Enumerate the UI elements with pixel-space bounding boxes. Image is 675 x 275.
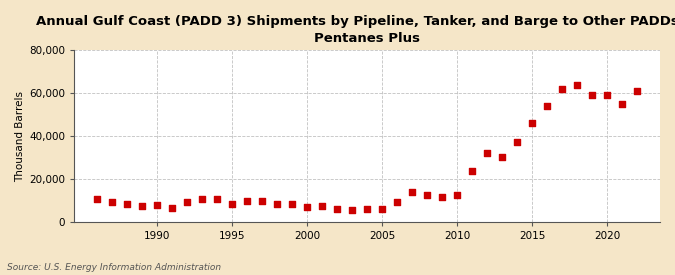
Point (302, 205, 313, 209)
Point (196, 197, 207, 201)
Point (331, 207, 342, 211)
Point (617, 102, 628, 106)
Point (271, 201, 282, 206)
Point (572, 82, 583, 87)
Point (91, 197, 102, 201)
Point (227, 201, 238, 206)
Point (407, 189, 418, 194)
Point (632, 89, 643, 93)
Point (211, 197, 222, 201)
Point (422, 193, 433, 197)
Point (527, 121, 538, 125)
Point (256, 199, 267, 204)
Point (317, 204, 327, 208)
Point (122, 201, 132, 206)
Point (542, 104, 553, 108)
Point (467, 169, 478, 174)
Point (362, 207, 373, 211)
Point (377, 207, 387, 211)
Y-axis label: Thousand Barrels: Thousand Barrels (15, 90, 25, 182)
Point (242, 199, 252, 204)
Point (602, 93, 613, 98)
Text: Source: U.S. Energy Information Administration: Source: U.S. Energy Information Administ… (7, 263, 221, 272)
Point (287, 201, 298, 206)
Point (392, 200, 402, 205)
Point (107, 200, 117, 205)
Point (587, 93, 598, 98)
Point (151, 202, 162, 207)
Point (136, 204, 147, 208)
Point (347, 208, 358, 212)
Point (167, 206, 178, 210)
Point (512, 140, 522, 145)
Point (482, 151, 493, 155)
Point (437, 195, 448, 199)
Point (182, 200, 192, 205)
Point (557, 87, 568, 91)
Title: Annual Gulf Coast (PADD 3) Shipments by Pipeline, Tanker, and Barge to Other PAD: Annual Gulf Coast (PADD 3) Shipments by … (36, 15, 675, 45)
Point (497, 155, 508, 160)
Point (452, 193, 462, 197)
